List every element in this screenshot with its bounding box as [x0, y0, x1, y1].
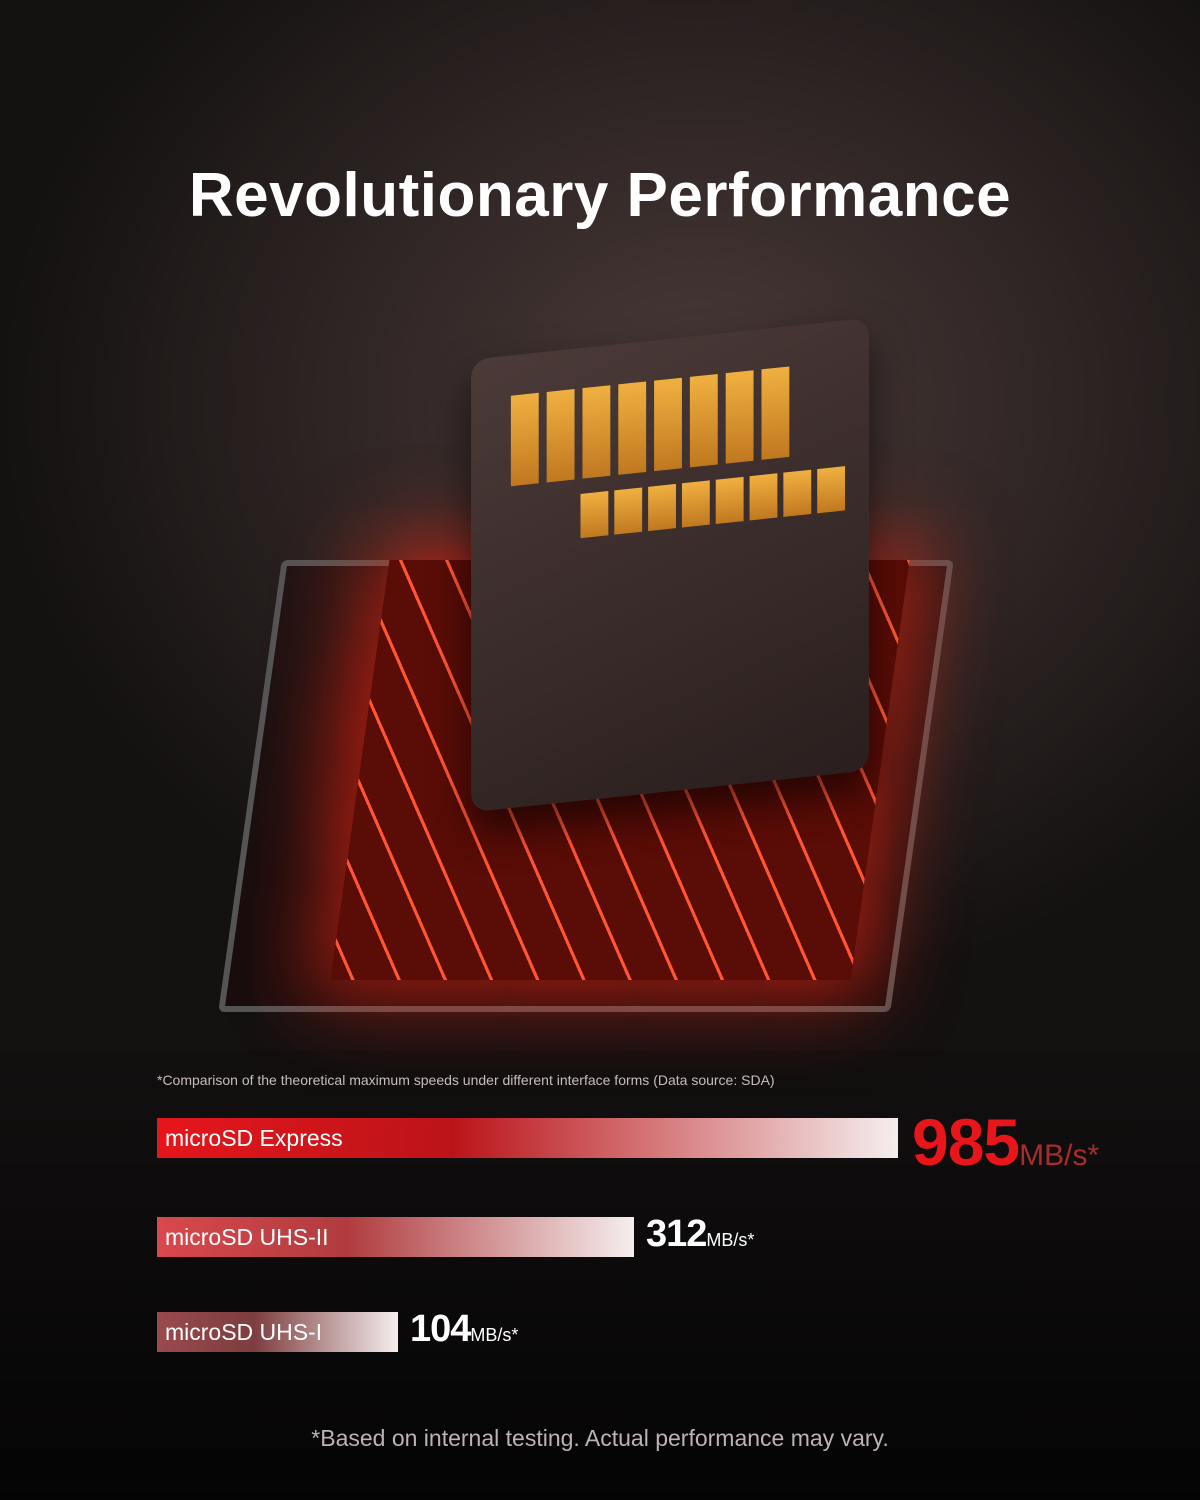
- value-number: 312: [646, 1213, 707, 1255]
- value-unit: MB/s*: [1019, 1139, 1100, 1172]
- bar-value-label: 104 MB/s*: [410, 1308, 518, 1351]
- chart-note: *Comparison of the theoretical maximum s…: [157, 1072, 775, 1088]
- bar-microsd-uhs-i: microSD UHS-I: [157, 1312, 398, 1352]
- microsd-card-image: [471, 317, 869, 813]
- disclaimer: *Based on internal testing. Actual perfo…: [311, 1425, 889, 1451]
- bar-value-label: 312 MB/s*: [646, 1213, 754, 1256]
- bar-label: microSD UHS-I: [165, 1318, 323, 1345]
- bar-microsd-express: microSD Express: [157, 1118, 898, 1158]
- page-title: Revolutionary Performance: [188, 161, 1012, 230]
- bar-label: microSD Express: [165, 1124, 343, 1151]
- bar-label: microSD UHS-II: [165, 1223, 329, 1250]
- value-number: 104: [410, 1308, 471, 1350]
- bar-microsd-uhs-ii: microSD UHS-II: [157, 1217, 634, 1257]
- bar-value-label: 985 MB/s*: [912, 1104, 1099, 1180]
- value-unit: MB/s*: [470, 1325, 519, 1345]
- value-number: 985: [912, 1105, 1020, 1179]
- value-unit: MB/s*: [706, 1230, 755, 1250]
